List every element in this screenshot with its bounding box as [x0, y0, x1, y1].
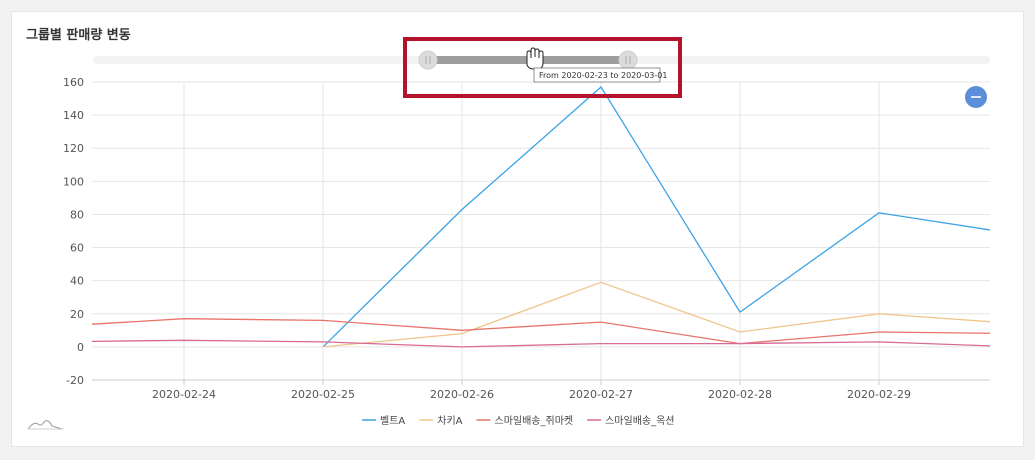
zoom-out-button[interactable] [965, 86, 987, 108]
range-slider-handle-end[interactable] [618, 50, 638, 70]
series-line [322, 281, 990, 348]
series-lines [92, 86, 990, 348]
y-axis: -20 0 20 40 60 80 100 120 140 160 [63, 76, 84, 387]
series-line [92, 318, 990, 345]
legend-label: 스마일배송_옥션 [605, 415, 674, 427]
range-tooltip: From 2020-02-23 to 2020-03-01 [533, 67, 667, 83]
x-tick-label: 2020-02-29 [847, 388, 911, 401]
y-tick-label: 80 [70, 208, 84, 221]
legend-item[interactable]: 스마일배송_옥션 [587, 415, 675, 427]
legend-item[interactable]: 벨트A [362, 415, 405, 427]
legend-item[interactable]: 스마일배송_쥐마켓 [476, 415, 574, 427]
highlight-box [403, 37, 682, 98]
mini-chart-icon[interactable] [27, 420, 64, 430]
grid [92, 81, 990, 381]
chart-title: 그룹별 판매량 변동 [26, 28, 131, 43]
y-tick-label: 0 [77, 341, 84, 354]
range-tooltip-text: From 2020-02-23 to 2020-03-01 [539, 71, 667, 80]
range-slider-handle-start[interactable] [418, 50, 438, 70]
y-tick-label: -20 [66, 374, 84, 387]
legend-label: 차키A [437, 415, 462, 427]
y-tick-label: 60 [70, 242, 84, 255]
y-tick-label: 100 [63, 175, 84, 188]
hand-cursor-icon [526, 47, 544, 70]
y-tick-label: 120 [63, 142, 84, 155]
legend[interactable]: 벨트A 차키A 스마일배송_쥐마켓 스마일배송_옥션 [362, 415, 675, 427]
x-tick-label: 2020-02-25 [291, 388, 355, 401]
legend-label: 벨트A [380, 415, 405, 427]
y-tick-label: 140 [63, 109, 84, 122]
x-tick-label: 2020-02-26 [430, 388, 494, 401]
series-line [322, 86, 990, 348]
x-tick-label: 2020-02-27 [569, 388, 633, 401]
y-tick-label: 160 [63, 76, 84, 89]
legend-label: 스마일배송_쥐마켓 [495, 415, 574, 427]
x-axis: 2020-02-24 2020-02-25 2020-02-26 2020-02-27… [92, 379, 990, 401]
y-tick-label: 40 [70, 275, 84, 288]
y-tick-label: 20 [70, 308, 84, 321]
chart-panel: 그룹별 판매량 변동 [11, 11, 1024, 447]
series-line [92, 339, 990, 348]
x-tick-label: 2020-02-28 [708, 388, 772, 401]
legend-item[interactable]: 차키A [419, 415, 463, 427]
x-tick-label: 2020-02-24 [152, 388, 216, 401]
